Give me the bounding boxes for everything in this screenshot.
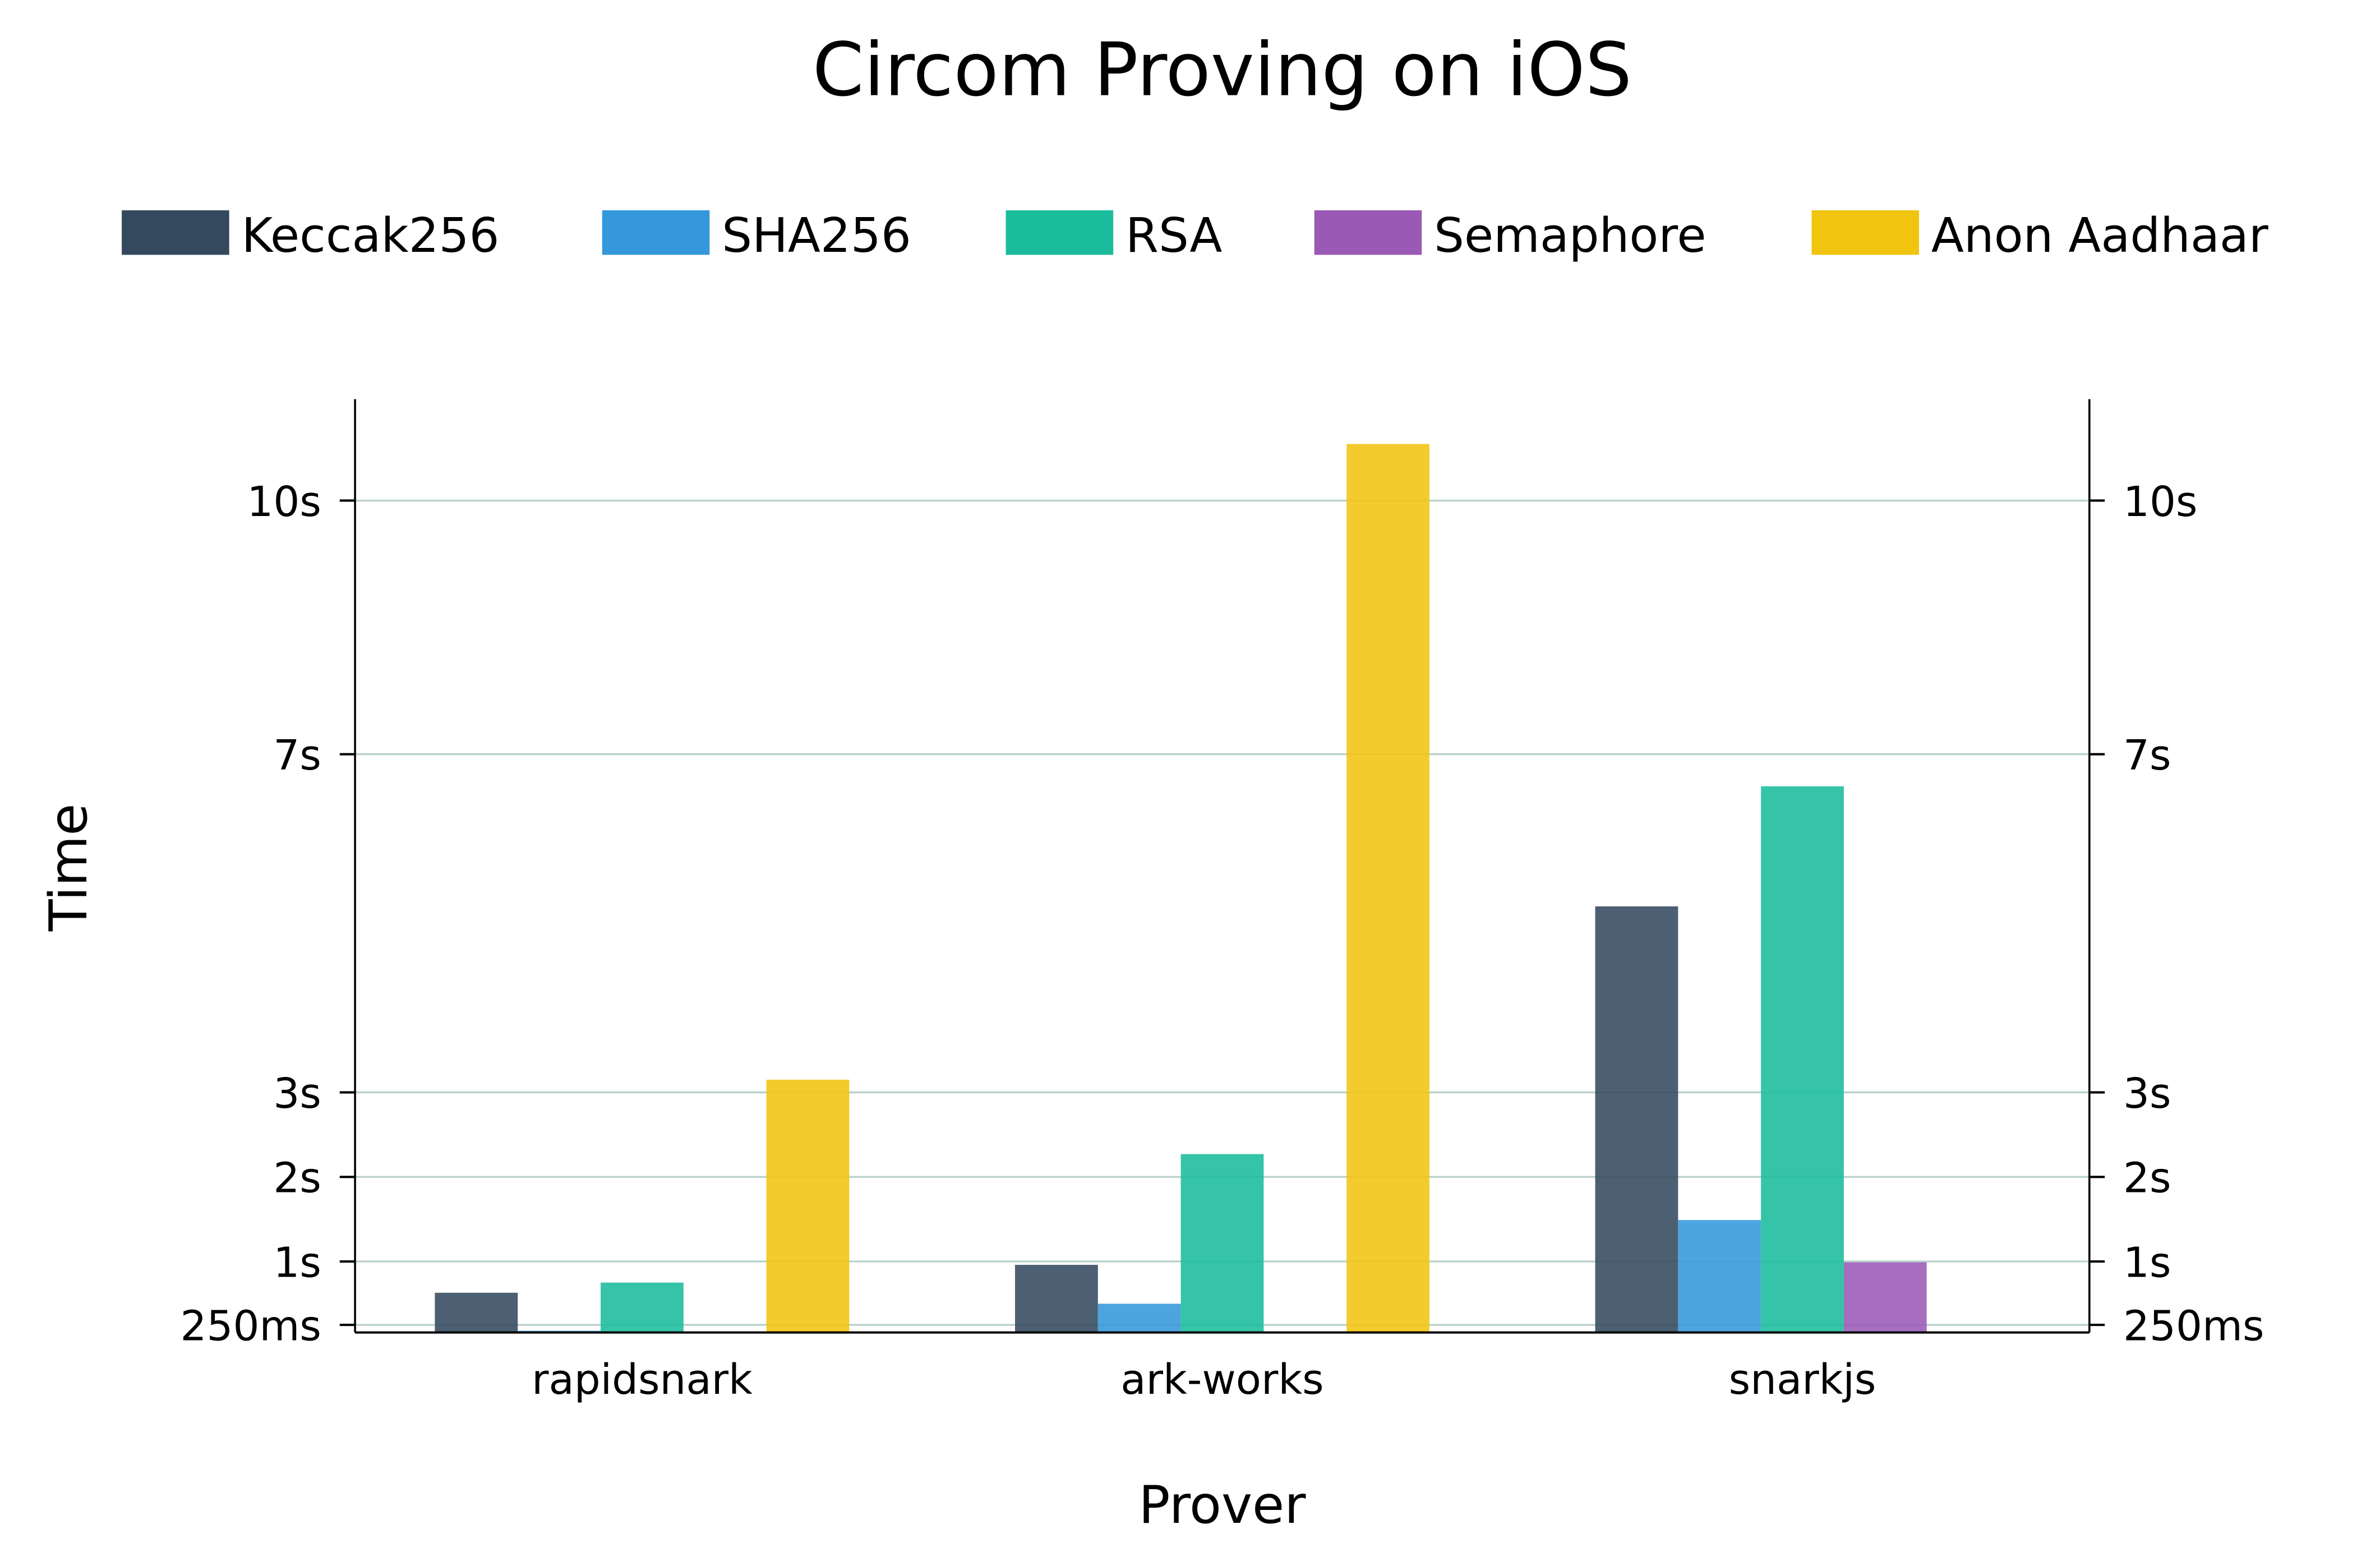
y-tick-label-left: 250ms [180, 1302, 321, 1350]
bars [435, 444, 1927, 1333]
bar-anon-aadhaar-rapidsnark [766, 1079, 850, 1333]
y-tick-label-left: 3s [273, 1070, 321, 1118]
legend-label: Anon Aadhaar [1931, 208, 2268, 264]
y-tick-label-right: 7s [2123, 731, 2171, 780]
legend: Keccak256 SHA256 RSA Semaphore Anon Aadhaar [122, 208, 2268, 264]
y-tick-label-right: 3s [2123, 1070, 2171, 1118]
bar-sha256-snarkjs [1678, 1220, 1761, 1333]
y-tick-label-left: 10s [247, 478, 321, 526]
y-tick-label-right: 250ms [2123, 1302, 2264, 1350]
bar-rsa-ark-works [1180, 1154, 1264, 1333]
bar-keccak256-ark-works [1014, 1265, 1098, 1333]
bar-sha256-ark-works [1097, 1304, 1181, 1333]
axes [339, 399, 2105, 1334]
y-tick-label-right: 1s [2123, 1238, 2171, 1287]
x-tick-label: ark-works [1120, 1356, 1323, 1404]
legend-swatch [602, 210, 710, 255]
legend-label: Keccak256 [242, 208, 500, 264]
bar-anon-aadhaar-ark-works [1346, 444, 1429, 1333]
bar-rsa-snarkjs [1761, 786, 1844, 1333]
bar-keccak256-snarkjs [1595, 906, 1678, 1333]
legend-label: Semaphore [1434, 208, 1706, 264]
y-tick-label-right: 10s [2123, 478, 2198, 526]
x-axis-label: Prover [1138, 1475, 1306, 1535]
legend-swatch [1314, 210, 1422, 255]
bar-rsa-rapidsnark [601, 1282, 684, 1333]
y-tick-label-right: 2s [2123, 1154, 2171, 1203]
bar-semaphore-snarkjs [1843, 1262, 1927, 1333]
chart-title: Circom Proving on iOS [813, 27, 1632, 113]
legend-swatch [1005, 210, 1114, 255]
y-axis-label: Time [38, 803, 99, 932]
bar-keccak256-rapidsnark [435, 1292, 518, 1333]
x-tick-label: snarkjs [1729, 1356, 1876, 1404]
legend-swatch [122, 210, 229, 255]
y-tick-label-left: 7s [273, 731, 321, 780]
x-tick-label: rapidsnark [532, 1356, 753, 1404]
y-tick-label-left: 2s [273, 1154, 321, 1203]
legend-label: SHA256 [722, 208, 911, 264]
legend-label: RSA [1126, 208, 1222, 264]
tick-labels: 250ms 250ms 1s 1s 2s 2s 3s 3s 7s 7s 10s 10s rapidsna… [180, 478, 2264, 1404]
legend-swatch [1811, 210, 1920, 255]
y-tick-label-left: 1s [273, 1238, 321, 1287]
